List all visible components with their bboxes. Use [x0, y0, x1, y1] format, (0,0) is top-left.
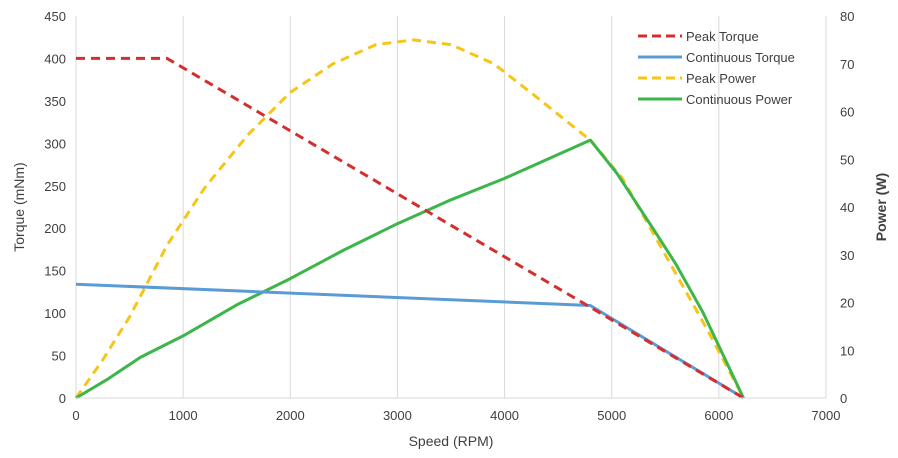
- y2-tick-label: 50: [840, 152, 854, 167]
- y-tick-label: 200: [44, 221, 66, 236]
- y-tick-label: 300: [44, 136, 66, 151]
- x-tick-label: 3000: [383, 408, 412, 423]
- y-tick-label: 400: [44, 51, 66, 66]
- x-tick-label: 0: [72, 408, 79, 423]
- y2-tick-label: 30: [840, 248, 854, 263]
- y2-tick-label: 40: [840, 200, 854, 215]
- legend-label: Continuous Torque: [686, 50, 795, 65]
- x-tick-label: 1000: [169, 408, 198, 423]
- series-layer: [74, 38, 745, 400]
- grid-layer: [75, 16, 827, 398]
- y2-tick-label: 20: [840, 296, 854, 311]
- x-tick-label: 4000: [490, 408, 519, 423]
- x-tick-label: 7000: [812, 408, 841, 423]
- legend: Peak Torque Continuous Torque Peak Power Co…: [638, 29, 795, 107]
- legend-label: Continuous Power: [686, 92, 793, 107]
- series-line-continuous-torque: [75, 282, 745, 400]
- x-axis-title: Speed (RPM): [409, 433, 494, 449]
- x-tick-label: 6000: [704, 408, 733, 423]
- y2-tick-label: 70: [840, 57, 854, 72]
- x-tick-label: 2000: [276, 408, 305, 423]
- legend-label: Peak Torque: [686, 29, 759, 44]
- y2-axis-title: Power (W): [873, 173, 889, 241]
- ticks-layer: 0 1000 2000 3000 4000 5000 6000 700005010015020…: [44, 9, 854, 423]
- y-tick-label: 150: [44, 264, 66, 279]
- y-tick-label: 50: [52, 349, 66, 364]
- series-line-continuous-power: [75, 138, 745, 400]
- y-tick-label: 350: [44, 94, 66, 109]
- series-line-peak-torque: [76, 56, 745, 400]
- y2-tick-label: 10: [840, 343, 854, 358]
- y-axis-title: Torque (mNm): [11, 162, 27, 251]
- legend-label: Peak Power: [686, 71, 757, 86]
- y2-tick-label: 80: [840, 9, 854, 24]
- y2-tick-label: 60: [840, 105, 854, 120]
- y-tick-label: 100: [44, 306, 66, 321]
- y2-tick-label: 0: [840, 391, 847, 406]
- y-tick-label: 0: [59, 391, 66, 406]
- x-tick-label: 5000: [597, 408, 626, 423]
- y-tick-label: 450: [44, 9, 66, 24]
- y-tick-label: 250: [44, 179, 66, 194]
